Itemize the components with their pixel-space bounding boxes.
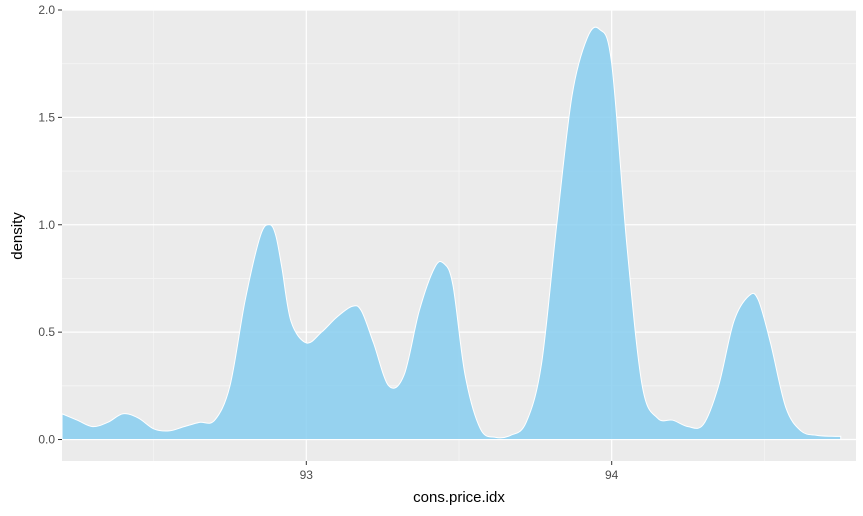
x-axis-ticks: 93 94 <box>300 461 619 482</box>
y-tick-label: 1.0 <box>38 218 55 232</box>
x-axis-title: cons.price.idx <box>413 489 505 506</box>
x-tick-label: 94 <box>605 468 619 482</box>
x-tick-label: 93 <box>300 468 314 482</box>
y-tick-label: 1.5 <box>38 110 55 124</box>
y-tick-label: 2.0 <box>38 3 55 17</box>
y-tick-label: 0.0 <box>38 433 55 447</box>
y-axis-ticks: 0.0 0.5 1.0 1.5 2.0 <box>38 3 62 447</box>
y-tick-label: 0.5 <box>38 325 55 339</box>
y-axis-title: density <box>9 212 26 260</box>
density-area <box>61 26 842 441</box>
